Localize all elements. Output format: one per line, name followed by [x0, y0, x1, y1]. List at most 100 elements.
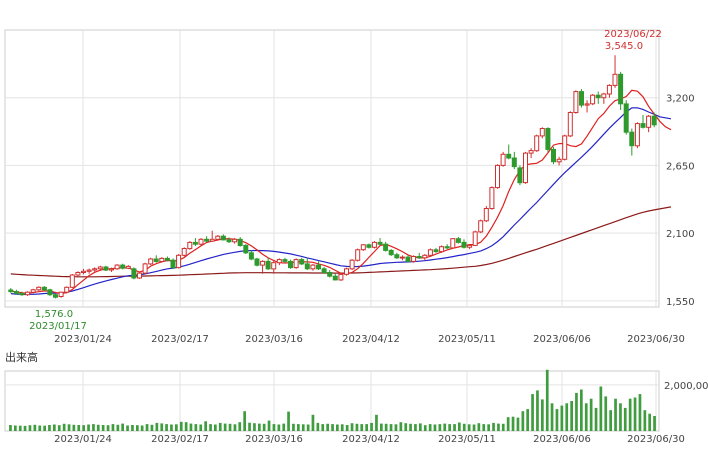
candle — [187, 241, 193, 250]
candle-body — [288, 260, 293, 269]
volume-bar — [301, 424, 305, 431]
candle-body — [573, 91, 579, 113]
volume-bar — [43, 425, 46, 431]
candle-body — [271, 262, 277, 270]
volume-bar — [258, 423, 261, 431]
candle — [523, 151, 528, 184]
candle-body — [528, 150, 534, 154]
candle — [360, 244, 366, 251]
candle-body — [125, 265, 131, 269]
volume-bar — [53, 424, 56, 431]
volume-bar — [262, 423, 266, 431]
candle-body — [383, 243, 389, 251]
volume-bar — [116, 424, 120, 431]
candle-body — [461, 241, 467, 248]
candle — [64, 286, 70, 294]
volume-bar — [331, 424, 334, 431]
volume-bar — [326, 423, 329, 431]
ma-mid-line — [10, 107, 672, 296]
candle — [198, 238, 204, 246]
volume-bar — [316, 422, 320, 431]
candle-body — [97, 266, 103, 270]
volume-bar — [126, 425, 129, 431]
candle — [148, 257, 154, 266]
candle — [371, 241, 377, 249]
candle-body — [634, 123, 640, 147]
candle — [539, 127, 545, 139]
volume-bar — [194, 424, 198, 431]
candle — [260, 260, 266, 274]
candle-body — [545, 128, 551, 150]
candle-body — [36, 286, 42, 291]
volume-bar — [409, 423, 412, 431]
volume-bar — [389, 424, 393, 431]
volume-gridlines — [5, 371, 659, 431]
price-y-tick-label: 2,100 — [666, 229, 695, 240]
volume-bar — [28, 425, 32, 431]
candle-body — [53, 294, 58, 298]
candle-body — [612, 73, 618, 86]
high-value-annotation: 3,545.0 — [605, 41, 643, 52]
candle-body — [377, 241, 383, 245]
candle-body — [478, 220, 484, 233]
price-x-tick-label: 2023/06/06 — [533, 334, 591, 345]
volume-x-tick-label: 2023/06/30 — [627, 434, 685, 445]
volume-bar — [18, 425, 22, 431]
volume-bar — [199, 424, 203, 431]
candle — [282, 257, 288, 263]
volume-bar — [345, 425, 349, 431]
volume-bar — [145, 424, 149, 431]
candle — [97, 265, 103, 271]
candle — [58, 291, 64, 298]
volume-bar — [248, 422, 251, 431]
volume-bar — [599, 386, 603, 431]
candle-body — [640, 123, 646, 128]
candle — [450, 238, 456, 249]
candle — [114, 264, 120, 270]
candle-body — [360, 244, 366, 251]
candle — [651, 112, 657, 128]
volume-bar — [360, 424, 364, 431]
candle — [349, 258, 355, 271]
candle — [366, 243, 372, 249]
volume-plot-frame — [4, 370, 660, 432]
candle-body — [579, 91, 584, 106]
price-plot-frame — [4, 29, 660, 308]
candle — [75, 271, 81, 277]
candle — [254, 257, 260, 267]
volume-bar — [516, 417, 520, 431]
candle-body — [47, 289, 53, 296]
volume-bar — [438, 424, 442, 431]
candle — [137, 271, 142, 279]
candle-body — [349, 259, 355, 270]
candle — [556, 156, 562, 166]
volume-bar — [38, 425, 42, 431]
volume-bar — [384, 423, 388, 431]
candle — [92, 267, 98, 272]
candle — [276, 258, 282, 266]
candle — [405, 255, 411, 263]
candle — [204, 236, 210, 243]
candle-body — [226, 239, 232, 243]
volume-bar — [477, 423, 481, 431]
volume-bar — [160, 423, 164, 431]
candle — [248, 250, 254, 261]
candle-body — [282, 259, 288, 262]
low-value-annotation: 1,576.0 — [35, 309, 73, 320]
volume-bar — [272, 424, 276, 431]
volume-bar — [428, 424, 432, 431]
volume-bar — [106, 425, 110, 431]
volume-bar — [643, 410, 647, 431]
volume-bar — [238, 422, 242, 431]
candle — [528, 148, 534, 159]
candle-body — [595, 94, 601, 99]
price-x-tick-label: 2023/01/24 — [54, 334, 112, 345]
candle-body — [646, 115, 652, 128]
candle — [495, 164, 500, 189]
candle-body — [489, 187, 495, 210]
candle — [109, 267, 114, 272]
volume-bar — [653, 416, 656, 431]
volume-bar — [467, 424, 471, 431]
volume-bar — [365, 424, 368, 431]
candle-body — [164, 257, 170, 261]
